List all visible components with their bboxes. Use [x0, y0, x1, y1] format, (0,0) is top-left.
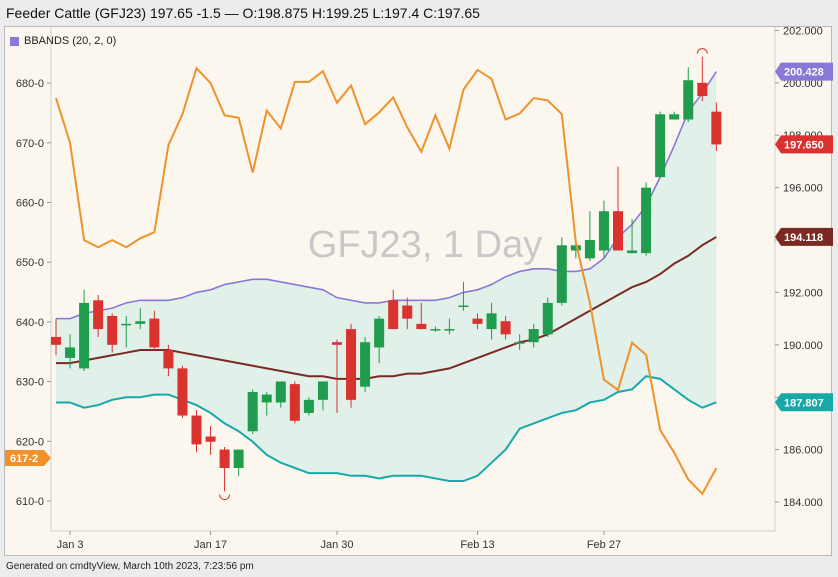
left-tick-label: 670-0 [16, 138, 44, 150]
candle-body [205, 436, 216, 442]
right-tick-label: 190.000 [783, 340, 823, 352]
indicator-legend[interactable]: BBANDS (20, 2, 0) [10, 35, 116, 47]
chart-panel[interactable]: GFJ23, 1 Day184.000186.000188.000190.000… [4, 26, 833, 557]
candle-body [528, 329, 539, 343]
candle-body [261, 394, 272, 403]
candle-body [51, 336, 61, 345]
candle-body [669, 114, 680, 120]
upper-band-value-flag-bg [775, 62, 833, 81]
candle-body [627, 250, 638, 254]
bollinger-lower-line [56, 375, 717, 483]
candle-body [416, 323, 427, 330]
candle-body [402, 305, 413, 319]
bollinger-band-fill [56, 71, 717, 482]
candle-body [584, 240, 595, 259]
x-tick-label: Jan 17 [194, 539, 227, 551]
bollinger-upper-line [56, 71, 718, 320]
left-tick-label: 650-0 [16, 257, 44, 269]
lower-band-value-flag-bg [775, 393, 833, 412]
x-tick-label: Feb 27 [587, 539, 621, 551]
right-tick-label: 192.000 [783, 287, 823, 299]
last-close-value-flag-bg [775, 135, 833, 154]
candle-body [430, 329, 441, 331]
left-tick-label: 630-0 [16, 377, 44, 389]
left-tick-label: 620-0 [16, 436, 44, 448]
candle-body [275, 381, 286, 403]
candle-body [500, 321, 511, 335]
oscillator-line [55, 66, 718, 496]
chart-title: Feeder Cattle (GFJ23) 197.65 -1.5 — O:19… [6, 5, 480, 21]
last-close-value-flag: 197.650 [784, 139, 824, 151]
oscillator-value-flag-bg [5, 450, 51, 467]
right-tick-label: 186.000 [783, 445, 823, 457]
candle-body [542, 302, 553, 335]
left-tick-label: 610-0 [16, 496, 44, 508]
legend-swatch [10, 36, 19, 46]
candle-body [303, 399, 314, 413]
middle-band-value-flag: 194.118 [784, 232, 823, 244]
candle-body [486, 313, 497, 330]
lower-band-value-flag: 187.807 [784, 397, 824, 409]
left-tick-label: 680-0 [16, 78, 44, 90]
generated-footer: Generated on cmdtyView, March 10th 2023,… [6, 561, 254, 572]
candle-body [641, 187, 652, 254]
candle-body [598, 211, 609, 251]
candle-body [289, 384, 300, 421]
candle-body [149, 318, 160, 348]
candle-body [556, 245, 567, 303]
candle-body [514, 342, 525, 344]
high-marker [696, 48, 708, 54]
candle-body [135, 321, 146, 324]
candle-body [613, 211, 623, 251]
candle-body [107, 315, 118, 345]
right-tick-label: 202.000 [783, 27, 823, 37]
candle-body [444, 329, 455, 331]
middle-band-value-flag-bg [775, 227, 833, 246]
candle-body [388, 300, 399, 330]
candle-body [472, 318, 483, 324]
candle-body [374, 318, 385, 348]
left-tick-label: 660-0 [16, 198, 44, 210]
left-tick-label: 640-0 [16, 317, 44, 329]
right-tick-label: 184.000 [783, 497, 823, 509]
candle-body [93, 300, 104, 330]
candle-body [697, 82, 708, 96]
candle-body [683, 80, 694, 120]
candle-body [121, 323, 132, 326]
right-tick-label: 196.000 [783, 183, 823, 195]
oscillator-value-flag: 617-2 [10, 453, 38, 465]
candle-body [79, 302, 90, 369]
candle-body [332, 342, 342, 345]
x-tick-label: Feb 13 [460, 539, 494, 551]
candle-body [317, 381, 328, 400]
candle-body [191, 415, 202, 445]
candle-body [65, 347, 76, 358]
right-tick-label: 200.000 [783, 78, 823, 90]
candle-body [711, 111, 722, 145]
candle-body [233, 449, 244, 468]
upper-band-value-flag: 200.428 [784, 67, 824, 79]
candle-body [458, 305, 469, 308]
candle-body [177, 368, 188, 416]
x-tick-label: Jan 30 [320, 539, 353, 551]
candle-body [346, 329, 357, 400]
low-marker [219, 494, 231, 500]
candle-body [163, 350, 174, 369]
legend-label: BBANDS (20, 2, 0) [24, 35, 117, 47]
candle-body [360, 342, 371, 387]
candlestick-chart[interactable]: GFJ23, 1 Day184.000186.000188.000190.000… [5, 27, 833, 557]
candle-body [570, 245, 581, 251]
candle-body [247, 391, 258, 432]
x-tick-label: Jan 3 [57, 539, 84, 551]
candle-body [655, 114, 666, 178]
watermark-text: GFJ23, 1 Day [308, 224, 542, 266]
candle-body [219, 449, 230, 468]
